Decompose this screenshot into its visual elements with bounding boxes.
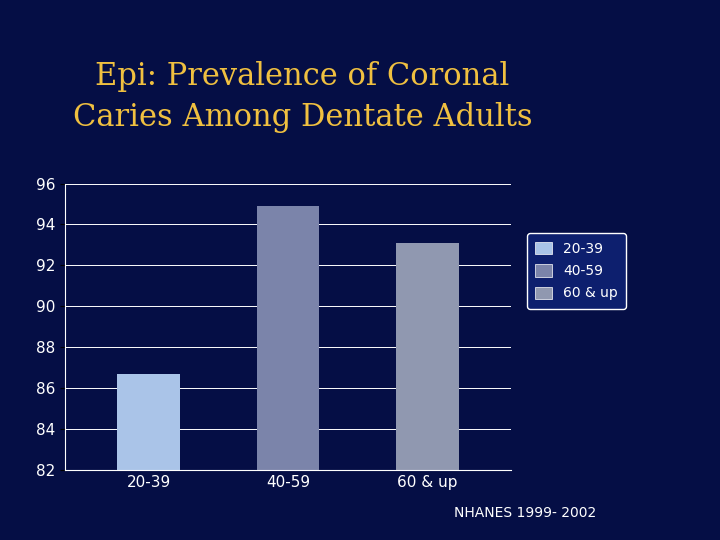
- Text: Epi: Prevalence of Coronal
Caries Among Dentate Adults: Epi: Prevalence of Coronal Caries Among …: [73, 62, 532, 133]
- Bar: [396, 243, 459, 540]
- Text: NHANES 1999- 2002: NHANES 1999- 2002: [454, 506, 597, 520]
- Legend: 20-39, 40-59, 60 & up: 20-39, 40-59, 60 & up: [527, 233, 626, 309]
- Bar: [256, 206, 320, 540]
- Bar: [117, 374, 180, 540]
